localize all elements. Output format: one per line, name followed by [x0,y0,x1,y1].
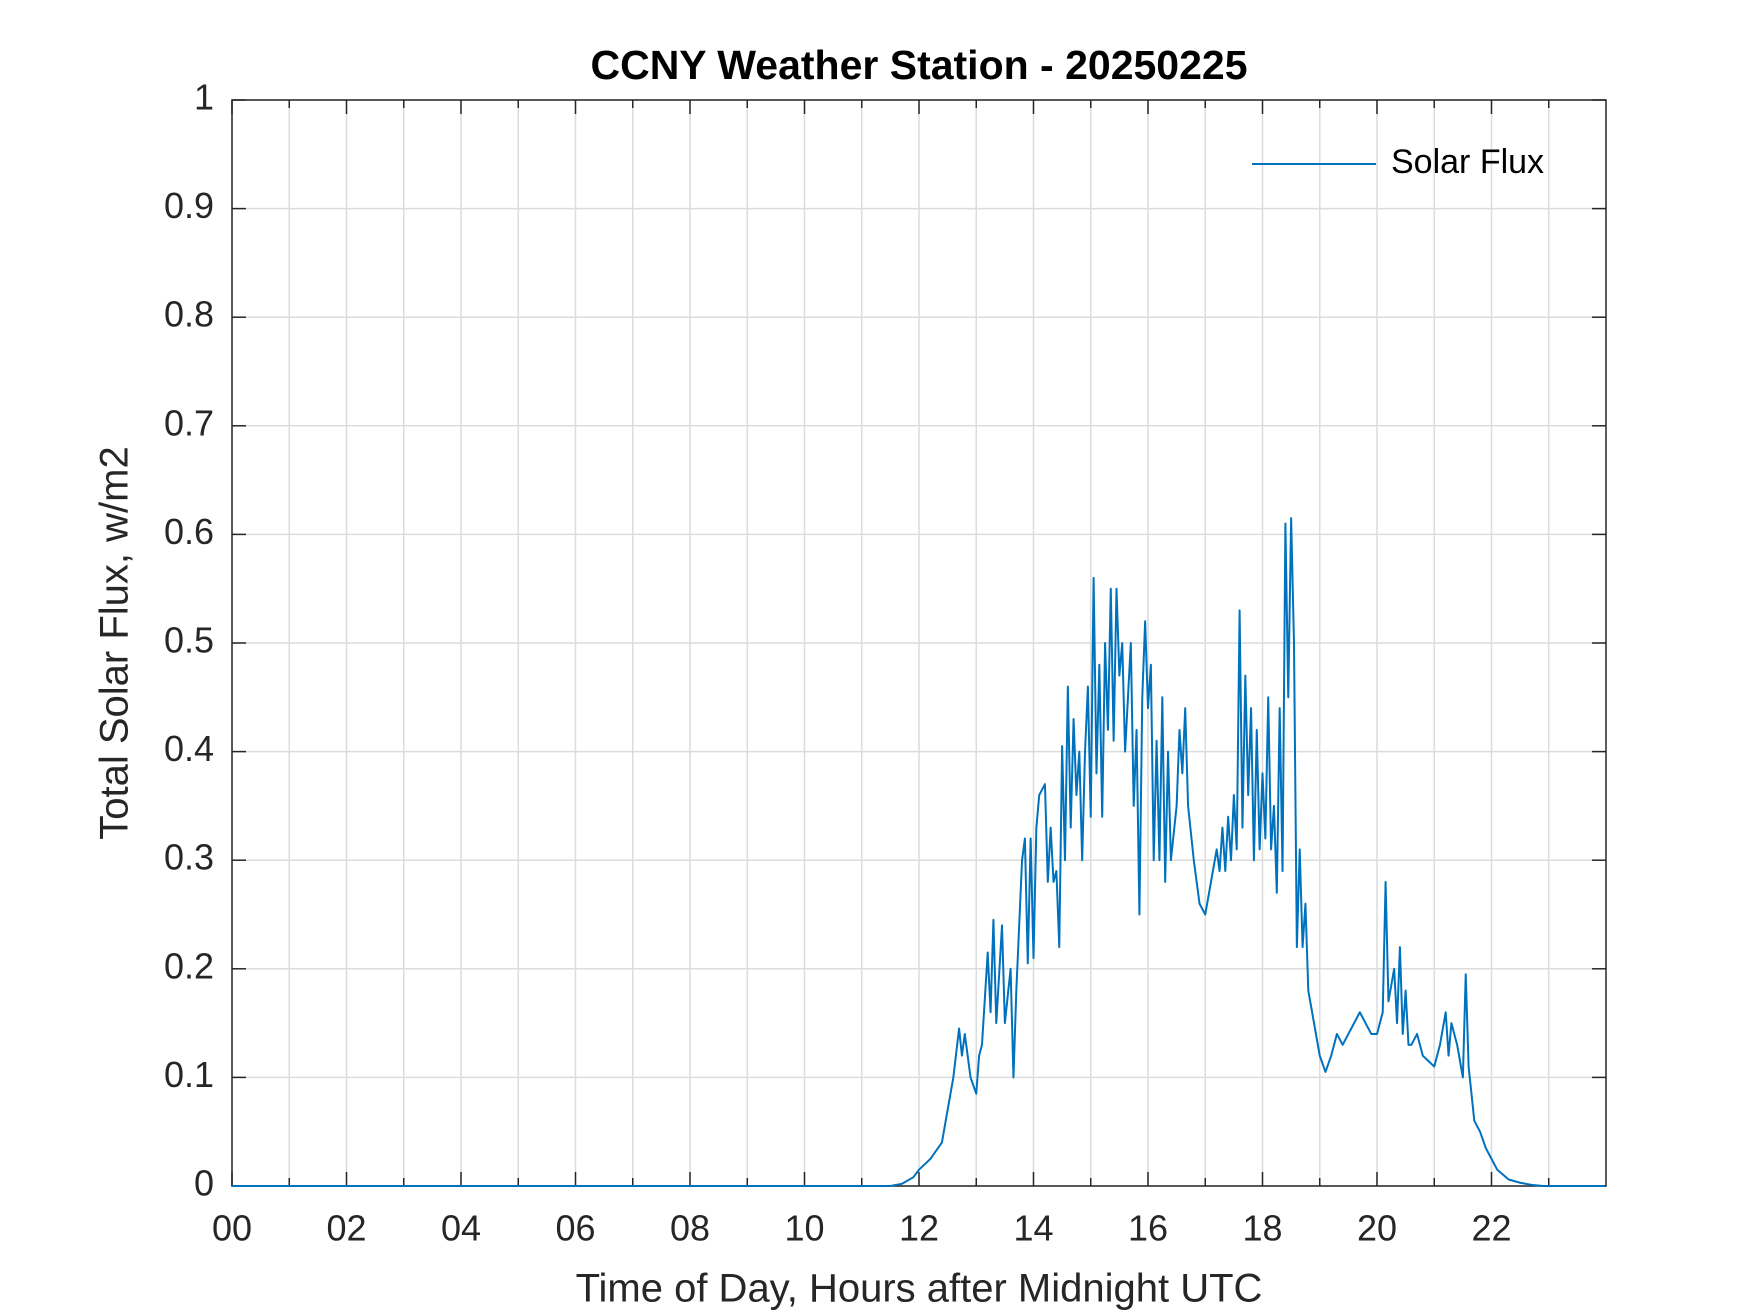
x-tick-label: 14 [1013,1208,1053,1249]
x-tick-label: 22 [1471,1208,1511,1249]
chart-title: CCNY Weather Station - 20250225 [590,42,1247,88]
x-tick-label: 08 [670,1208,710,1249]
x-tick-label: 16 [1128,1208,1168,1249]
x-tick-label: 04 [441,1208,481,1249]
axes-box [231,99,1607,1187]
x-tick-label: 12 [899,1208,939,1249]
data-line [232,517,1605,1187]
x-tick-label: 02 [326,1208,366,1249]
y-tick-label: 0.4 [164,728,214,769]
x-axis-label: Time of Day, Hours after Midnight UTC [576,1267,1263,1311]
y-tick-label: 0 [194,1163,214,1204]
y-tick-label: 0.9 [164,185,214,226]
y-tick-label: 1 [194,77,214,118]
y-tick-label: 0.1 [164,1054,214,1095]
y-axis-label: Total Solar Flux, w/m2 [93,446,137,839]
y-tick-label: 0.3 [164,837,214,878]
x-tick-label: 18 [1242,1208,1282,1249]
legend-label: Solar Flux [1391,143,1544,181]
y-tick-label: 0.6 [164,511,214,552]
y-tick-label: 0.8 [164,294,214,335]
y-tick-label: 0.7 [164,402,214,443]
y-tick-label: 0.5 [164,620,214,661]
x-tick-label: 20 [1357,1208,1397,1249]
x-tick-label: 10 [784,1208,824,1249]
x-tick-label: 06 [555,1208,595,1249]
y-tick-label: 0.2 [164,945,214,986]
x-tick-label: 00 [212,1208,252,1249]
